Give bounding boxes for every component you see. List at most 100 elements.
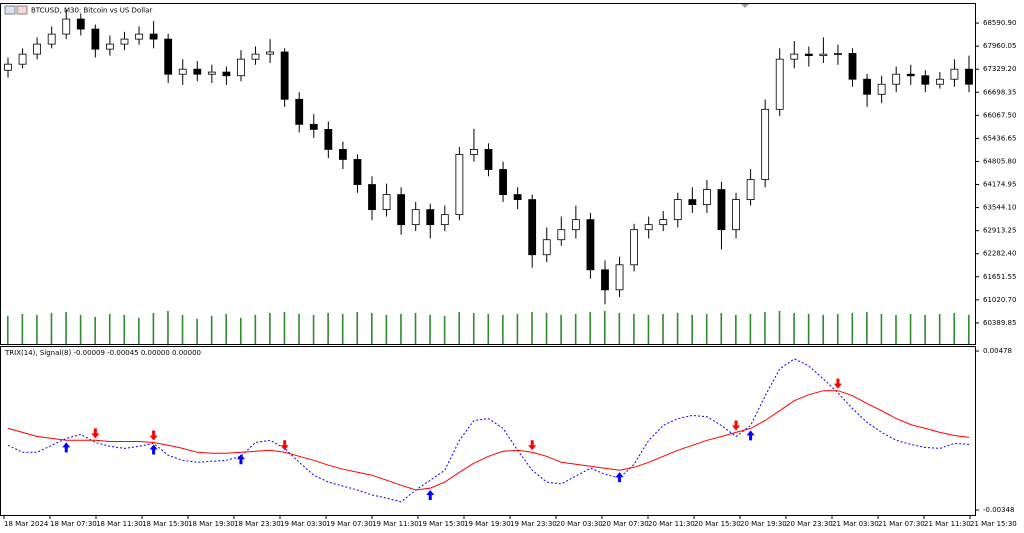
candle-body (222, 71, 231, 77)
volume-bar (938, 313, 941, 344)
volume-bar (807, 313, 810, 344)
sell-arrow (280, 440, 289, 451)
candle-body (193, 68, 202, 75)
volume-bar (458, 311, 460, 344)
x-tick-label: 21 Mar 03:30 (832, 520, 879, 528)
volume-bar (108, 313, 111, 344)
x-tick-label: 18 Mar 07:30 (50, 520, 97, 528)
x-tick-label: 18 Mar 11:30 (96, 520, 143, 528)
volume-bar (327, 312, 329, 344)
symbol-icon[interactable] (4, 5, 16, 15)
candle-body (848, 53, 857, 80)
candle-body (440, 214, 449, 226)
x-tick-label: 20 Mar 15:30 (694, 520, 741, 528)
candle-body (834, 53, 842, 55)
volume-bar (239, 317, 242, 344)
x-tick-label: 21 Mar 11:30 (924, 520, 971, 528)
indicator-title: TRIX(14), Signal(8) -0.00009 -0.00045 0.… (4, 349, 201, 357)
x-tick-label: 18 Mar 19:30 (188, 520, 235, 528)
y-tick-label: -0.00348 (983, 506, 1014, 514)
y-tick-label: 64805.80 (983, 157, 1016, 165)
candle-body (703, 189, 711, 206)
volume-bar (36, 314, 38, 344)
shift-marker[interactable] (741, 4, 749, 8)
volume-bar (968, 314, 970, 344)
indicator-line (7, 390, 970, 491)
candle-body (499, 169, 507, 195)
candle-body (324, 128, 333, 150)
candle-body (309, 123, 318, 130)
y-tick-label: 60389.85 (983, 319, 1016, 327)
volume-bar (167, 311, 169, 344)
candle-body (630, 229, 639, 266)
candle-body (790, 53, 799, 60)
y-tick-label: 66067.50 (983, 111, 1016, 119)
volume-bar (269, 312, 271, 344)
candle-body (338, 149, 347, 160)
candle-body (382, 194, 391, 211)
volume-bar (196, 318, 198, 344)
candle-body (120, 38, 129, 45)
candle-body (33, 43, 42, 55)
volume-bar (502, 314, 504, 344)
buy-arrow (426, 490, 435, 501)
volume-bar (371, 312, 373, 344)
x-tick-label: 18 Mar 2024 (4, 520, 49, 528)
volume-bar (909, 313, 912, 344)
volume-bar (400, 313, 402, 344)
volume-bar (138, 317, 140, 344)
candle-body (950, 68, 959, 80)
volume-bar (21, 313, 24, 344)
volume-bar (866, 311, 868, 344)
volume-bar (7, 315, 9, 344)
candle-body (135, 33, 143, 40)
candle-body (207, 71, 216, 75)
x-tick-label: 18 Mar 15:30 (142, 520, 189, 528)
volume-bar (65, 311, 67, 344)
candle-body (353, 159, 362, 185)
x-tick-label: 20 Mar 07:30 (602, 520, 649, 528)
volume-bar (545, 312, 548, 344)
volume-bar (589, 311, 592, 344)
x-tick-label: 20 Mar 11:30 (648, 520, 695, 528)
candle-body (251, 53, 260, 60)
chart-icon[interactable] (16, 5, 28, 15)
candle-body (557, 229, 566, 241)
y-tick-label: 67329.20 (983, 65, 1016, 73)
candle-body (295, 98, 304, 125)
sell-arrow (833, 378, 842, 389)
volume-bar (880, 313, 883, 344)
candle-body (877, 83, 886, 95)
volume-bar (618, 312, 621, 344)
candle-body (892, 73, 901, 85)
candle-body (659, 219, 668, 226)
candle-body (280, 51, 289, 100)
candle-body (935, 78, 944, 85)
candle-body (542, 239, 551, 256)
candle-body (906, 73, 915, 77)
volume-bar (79, 314, 82, 344)
candle-body (921, 75, 930, 85)
y-tick-label: 0.00478 (983, 347, 1012, 355)
volume-bar (94, 316, 96, 344)
buy-arrow (746, 430, 755, 441)
candle-body (62, 18, 71, 35)
candle-body (76, 18, 85, 30)
candle-body (484, 149, 493, 170)
sell-arrow (149, 430, 158, 441)
volume-bar (633, 313, 635, 344)
y-tick-label: 65436.65 (983, 134, 1016, 142)
volume-bar (705, 313, 708, 344)
x-tick-label: 20 Mar 23:30 (786, 520, 833, 528)
candle-body (4, 63, 12, 71)
main-panel-border (0, 3, 976, 345)
indicator-panel-border (0, 346, 976, 516)
candle-body (688, 199, 697, 206)
volume-bar (487, 313, 490, 344)
y-tick-label: 68590.90 (983, 19, 1016, 27)
volume-bar (749, 313, 752, 344)
candle-body (178, 68, 187, 75)
volume-bar (443, 315, 446, 344)
volume-bar (254, 314, 257, 344)
